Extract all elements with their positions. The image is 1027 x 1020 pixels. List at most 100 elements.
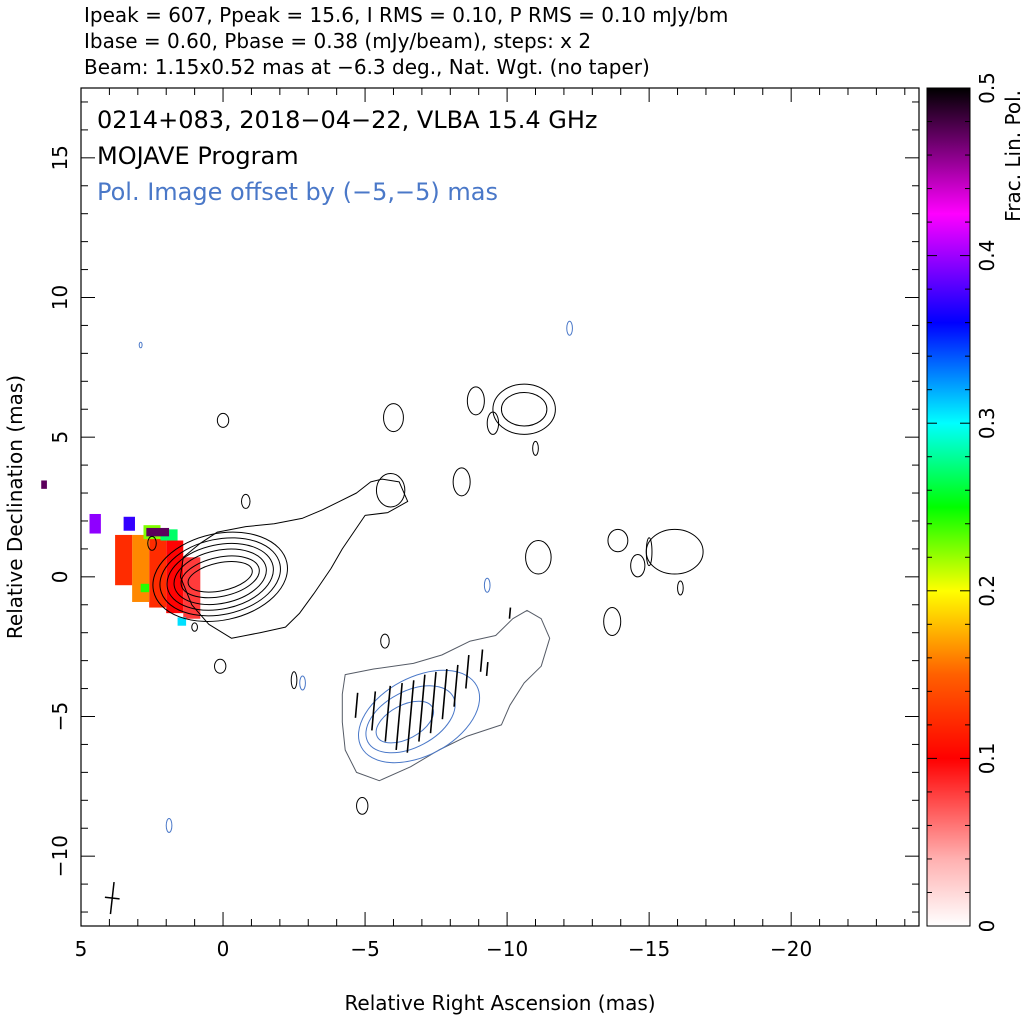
header-line-1: Ipeak = 607, Ppeak = 15.6, I RMS = 0.10,…: [84, 3, 728, 27]
stokes-i-component-contour: [607, 528, 629, 553]
evpa-vector: [465, 655, 470, 689]
stokes-i-component-contour: [375, 472, 406, 508]
stokes-i-contours: [147, 383, 704, 815]
header-text: Ipeak = 607, Ppeak = 15.6, I RMS = 0.10,…: [84, 3, 728, 79]
stokes-i-component-contour: [486, 411, 500, 435]
plot-annotation: Pol. Image offset by (−5,−5) mas: [97, 178, 498, 206]
stokes-i-component-contour: [356, 797, 369, 815]
stokes-i-core-contour: [166, 542, 274, 611]
evpa-vector: [441, 669, 448, 720]
beam-marker: [104, 882, 120, 915]
pol-blob-contour: [165, 817, 173, 833]
frac-pol-pixel: [123, 516, 135, 531]
colorbar-label: Frac. Lin. Pol.: [1001, 90, 1025, 222]
plot-annotation: MOJAVE Program: [97, 142, 299, 170]
y-tick-label: 15: [48, 145, 72, 170]
evpa-vector: [508, 607, 512, 619]
stokes-i-core-contour: [159, 537, 281, 617]
frac-pol-pixel: [140, 583, 150, 593]
stokes-i-component-contour: [500, 391, 548, 427]
stokes-i-component-contour: [645, 537, 653, 567]
evpa-vector: [453, 664, 459, 707]
colorbar: 0 0.1 0.2 0.3 0.4 0.5 Frac. Lin. Pol.: [926, 72, 1025, 932]
fractional-polarization-map: [41, 480, 201, 626]
y-tick-label: 5: [48, 431, 72, 444]
frac-pol-pixel: [146, 527, 170, 537]
stokes-i-core-contour: [152, 531, 288, 622]
pol-blob-contour: [566, 320, 573, 336]
x-tick-label: −5: [350, 937, 379, 961]
plot-annotation: 0214+083, 2018−04−22, VLBA 15.4 GHz: [97, 106, 598, 134]
pol-blob-contour: [138, 341, 143, 349]
stokes-i-outer-contour: [179, 478, 409, 639]
y-tick-label: 0: [48, 570, 72, 583]
y-tick-label: −10: [48, 835, 72, 877]
stokes-i-component-contour: [492, 383, 556, 435]
evpa-vector: [406, 680, 415, 753]
y-tick-label: −5: [48, 702, 72, 731]
stokes-i-core-contour: [187, 561, 253, 593]
stokes-i-component-contour: [525, 540, 552, 575]
pol-inner-contour: [375, 700, 435, 744]
pol-blob-contour: [299, 675, 306, 691]
stokes-i-component-contour: [214, 658, 227, 674]
beam-minor-axis: [104, 896, 120, 900]
evpa-vectors: [354, 607, 512, 753]
x-tick-label: −20: [770, 937, 812, 961]
colorbar-tick-label: 0.3: [975, 407, 999, 439]
frac-pol-pixel: [160, 529, 178, 541]
stokes-i-component-contour: [677, 580, 684, 596]
header-line-3: Beam: 1.15x0.52 mas at −6.3 deg., Nat. W…: [84, 55, 650, 79]
plot-frame: [80, 87, 920, 927]
stokes-i-component-contour: [240, 493, 251, 509]
evpa-vector: [485, 661, 489, 677]
evpa-vector: [429, 671, 437, 734]
colorbar-tick-label: 0.4: [975, 240, 999, 272]
y-tick-label: 10: [48, 285, 72, 310]
y-axis-label: Relative Declination (mas): [3, 375, 27, 639]
colorbar-ticks: 0 0.1 0.2 0.3 0.4 0.5: [927, 72, 999, 932]
stokes-i-component-contour: [603, 607, 622, 636]
evpa-vector: [384, 685, 392, 742]
evpa-vector: [418, 674, 426, 742]
plot-annotations: 0214+083, 2018−04−22, VLBA 15.4 GHz MOJAV…: [97, 106, 598, 206]
stokes-i-component-contour: [466, 386, 485, 416]
x-tick-label: 5: [75, 937, 88, 961]
pol-inner-contour: [358, 669, 481, 764]
evpa-vector: [479, 649, 484, 672]
stokes-i-core-contour: [173, 548, 267, 606]
colorbar-tick-label: 0.5: [975, 72, 999, 104]
stokes-i-component-contour: [290, 671, 298, 690]
pol-inner-contour: [365, 685, 456, 754]
stokes-i-component-contour: [191, 622, 198, 632]
colorbar-gradient: [926, 87, 971, 927]
pol-outer-contour: [341, 609, 551, 782]
stokes-i-component-contour: [532, 440, 539, 456]
frac-pol-pixel: [89, 513, 101, 534]
evpa-vector: [395, 683, 403, 750]
axis-ticks: 5 0 −5 −10 −15 −20 15 10 5 0 −5 −10: [48, 88, 919, 961]
colorbar-tick-label: 0.1: [975, 742, 999, 774]
header-line-2: Ibase = 0.60, Pbase = 0.38 (mJy/beam), s…: [84, 29, 591, 53]
stokes-i-component-contour: [380, 633, 390, 649]
polarized-intensity-contours: [138, 320, 573, 833]
stokes-i-core-contour: [180, 555, 260, 599]
frac-pol-pixel: [115, 534, 133, 586]
stokes-i-component-contour: [645, 528, 704, 575]
stokes-i-component-contour: [147, 535, 157, 551]
x-axis-label: Relative Right Ascension (mas): [344, 991, 655, 1015]
colorbar-tick-label: 0.2: [975, 575, 999, 607]
x-tick-label: −15: [628, 937, 670, 961]
frac-pol-pixel: [41, 480, 47, 489]
colorbar-tick-label: 0: [975, 920, 999, 933]
stokes-i-component-contour: [452, 467, 471, 497]
evpa-vector: [371, 691, 377, 731]
frac-pol-pixel: [177, 617, 187, 626]
stokes-i-component-contour: [216, 412, 230, 428]
stokes-i-component-contour: [383, 403, 404, 433]
plot-area: 5 0 −5 −10 −15 −20 15 10 5 0 −5 −10 0214+083, 2018−…: [41, 87, 920, 961]
x-tick-label: 0: [217, 937, 230, 961]
stokes-i-component-contour: [630, 553, 646, 578]
evpa-vector: [354, 692, 359, 718]
